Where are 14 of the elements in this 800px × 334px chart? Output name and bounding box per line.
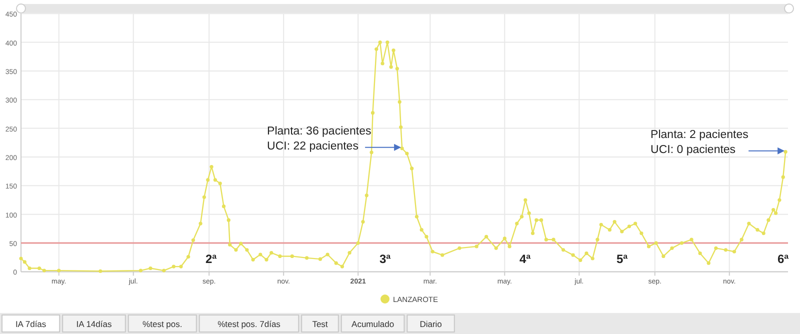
annotation: Planta: 36 pacientes UCI: 22 pacientes [267, 125, 372, 152]
text: Test [312, 319, 328, 329]
text: %test pos. 7días [218, 319, 280, 329]
annotation: 6ª [777, 252, 790, 266]
annotation: Planta: 2 pacientes UCI: 0 pacientes [650, 128, 749, 156]
text: %test pos. [142, 319, 182, 329]
text: Diario [420, 319, 442, 329]
annotation: 2ª [205, 252, 218, 266]
annotation: 3ª [379, 252, 392, 266]
text: IA 14días [76, 319, 112, 329]
annotation: 5ª [616, 252, 628, 266]
text: Acumulado [352, 319, 394, 329]
text: IA 7días [15, 319, 46, 329]
annotation: 4ª [519, 252, 532, 266]
